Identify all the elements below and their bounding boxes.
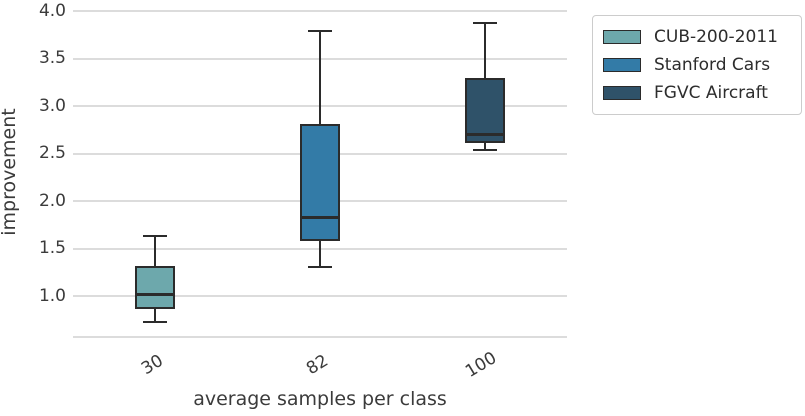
y-axis-label: improvement [0, 108, 20, 236]
x-axis-baseline [73, 336, 567, 338]
median-line [137, 292, 174, 296]
xtick-label: 82 [302, 350, 332, 380]
whisker-cap-lower [143, 320, 168, 323]
legend-swatch-icon [603, 30, 641, 44]
ytick-label: 3.5 [38, 48, 66, 69]
legend-label: Stanford Cars [654, 55, 771, 75]
box-cub-200-2011 [135, 265, 176, 309]
whisker-cap-upper [308, 30, 332, 33]
legend-swatch-icon [603, 86, 641, 100]
ytick-label: 3.0 [38, 95, 66, 116]
xtick-label: 100 [461, 348, 500, 382]
whisker-stem-upper [483, 22, 486, 78]
legend-item: Stanford Cars [603, 51, 791, 79]
whisker-stem-upper [319, 31, 321, 125]
y-gridline [73, 10, 567, 13]
whisker-cap-lower [472, 148, 497, 151]
ytick-label: 4.0 [38, 0, 66, 21]
median-line [302, 215, 338, 219]
whisker-cap-upper [143, 235, 168, 238]
legend-item: FGVC Aircraft [603, 79, 791, 107]
legend-swatch-icon [603, 58, 641, 72]
box-fgvc-aircraft [464, 77, 505, 144]
ytick-label: 2.0 [38, 190, 66, 211]
legend-label: FGVC Aircraft [654, 83, 768, 103]
ytick-label: 2.5 [38, 143, 66, 164]
whisker-stem-lower [319, 241, 321, 267]
whisker-cap-upper [472, 21, 497, 24]
ytick-label: 1.0 [38, 285, 66, 306]
box-stanford-cars [300, 124, 340, 242]
ytick-label: 1.5 [38, 238, 66, 259]
median-line [466, 133, 503, 137]
whisker-stem-lower [483, 143, 486, 150]
y-gridline [73, 295, 567, 298]
legend-item: CUB-200-2011 [603, 23, 791, 51]
xtick-label: 30 [138, 350, 168, 380]
whisker-stem-lower [154, 308, 157, 322]
legend-label: CUB-200-2011 [654, 27, 778, 47]
whisker-stem-upper [154, 236, 157, 266]
whisker-cap-lower [308, 265, 332, 268]
x-axis-label: average samples per class [193, 388, 447, 410]
legend: CUB-200-2011 Stanford Cars FGVC Aircraft [592, 15, 802, 115]
